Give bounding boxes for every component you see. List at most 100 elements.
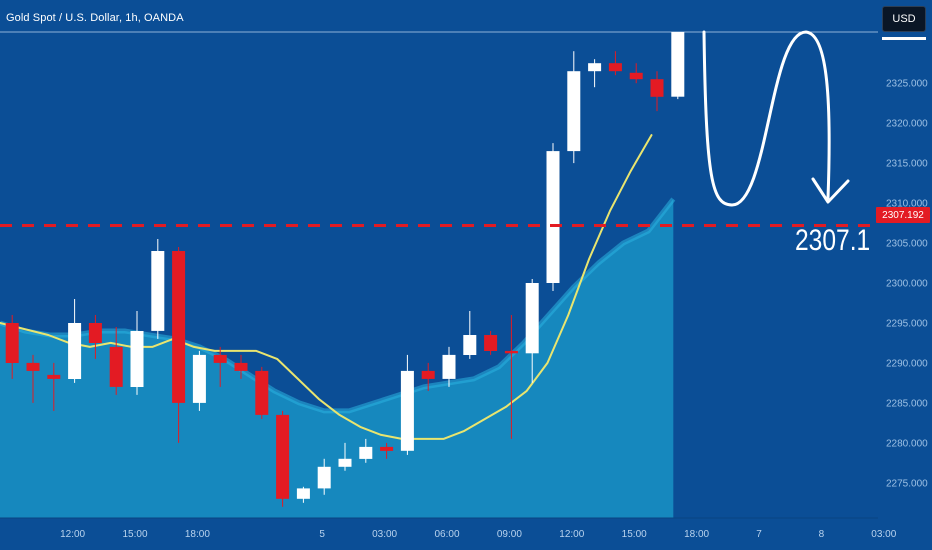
candle-body bbox=[400, 370, 414, 451]
level-price-tag: 2307.192 bbox=[876, 207, 930, 223]
candle-body bbox=[234, 362, 248, 371]
candle-body bbox=[504, 350, 518, 354]
time-tick-label: 06:00 bbox=[434, 529, 459, 540]
area-fill bbox=[0, 199, 674, 518]
time-tick-label: 5 bbox=[319, 529, 325, 540]
target-price-label: 2307.1 bbox=[795, 224, 871, 257]
candle-body bbox=[296, 488, 310, 499]
time-tick-label: 09:00 bbox=[497, 529, 522, 540]
time-tick-label: 15:00 bbox=[622, 529, 647, 540]
candle-body bbox=[380, 446, 394, 451]
candle bbox=[234, 354, 248, 379]
price-tick-label: 2320.000 bbox=[886, 119, 928, 130]
candle-body bbox=[567, 71, 581, 152]
candle bbox=[109, 327, 123, 395]
candle-body bbox=[484, 335, 498, 351]
candle bbox=[68, 299, 82, 383]
candle-body bbox=[359, 446, 373, 459]
price-tick-label: 2285.000 bbox=[886, 398, 928, 409]
candle bbox=[130, 311, 144, 395]
time-tick-label: 8 bbox=[819, 529, 825, 540]
area-edge bbox=[0, 197, 676, 414]
candle-body bbox=[338, 458, 352, 467]
candle bbox=[463, 311, 477, 359]
candle bbox=[359, 438, 373, 463]
price-tick-label: 2310.000 bbox=[886, 199, 928, 210]
candle-body bbox=[421, 370, 435, 379]
candle bbox=[192, 350, 206, 411]
candle-body bbox=[255, 370, 269, 415]
time-tick-label: 18:00 bbox=[185, 529, 210, 540]
candle bbox=[400, 354, 414, 455]
candle bbox=[213, 346, 227, 387]
candle bbox=[588, 59, 602, 88]
candle bbox=[47, 362, 61, 411]
candle bbox=[88, 315, 102, 359]
projection-arrow-head bbox=[811, 177, 850, 204]
candle bbox=[338, 442, 352, 471]
candle bbox=[26, 354, 40, 403]
time-tick-label: 18:00 bbox=[684, 529, 709, 540]
price-tick-label: 2280.000 bbox=[886, 438, 928, 449]
time-tick-label: 12:00 bbox=[60, 529, 85, 540]
time-tick-label: 03:00 bbox=[871, 529, 896, 540]
time-tick-label: 03:00 bbox=[372, 529, 397, 540]
candle-body bbox=[525, 283, 539, 354]
candle bbox=[504, 315, 518, 439]
candle-body bbox=[213, 354, 227, 363]
candle bbox=[5, 315, 19, 379]
candle-body bbox=[26, 362, 40, 371]
candle-body bbox=[109, 346, 123, 387]
time-tick-label: 15:00 bbox=[122, 529, 147, 540]
area-layer bbox=[0, 197, 676, 518]
candle-body bbox=[629, 72, 643, 80]
candle bbox=[442, 346, 456, 387]
candle bbox=[276, 410, 290, 507]
candle bbox=[525, 279, 539, 383]
time-tick-label: 12:00 bbox=[559, 529, 584, 540]
candle-body bbox=[151, 251, 165, 331]
candle bbox=[317, 458, 331, 495]
candle-body bbox=[276, 414, 290, 499]
time-axis[interactable]: 12:00 15:00 18:00 5 03:00 06:00 09:00 12:00 15:0… bbox=[60, 529, 897, 540]
candle bbox=[671, 32, 685, 100]
price-tick-label: 2295.000 bbox=[886, 319, 928, 330]
candle bbox=[629, 63, 643, 84]
candle-body bbox=[463, 335, 477, 355]
chart-title: Gold Spot / U.S. Dollar, 1h, OANDA bbox=[6, 12, 184, 24]
time-tick-label: 7 bbox=[756, 529, 762, 540]
price-tick-label: 2305.000 bbox=[886, 239, 928, 250]
candle bbox=[296, 486, 310, 503]
candle bbox=[608, 51, 622, 76]
candle-body bbox=[608, 63, 622, 72]
candle-body bbox=[546, 151, 560, 283]
currency-underline bbox=[882, 37, 926, 40]
candles-layer bbox=[5, 32, 685, 507]
price-tick-label: 2275.000 bbox=[886, 478, 928, 489]
price-axis[interactable]: 2275.000 2280.000 2285.000 2290.000 2295.000… bbox=[886, 79, 928, 490]
price-tick-label: 2300.000 bbox=[886, 279, 928, 290]
candle-body bbox=[671, 32, 685, 97]
candle-body bbox=[5, 323, 19, 363]
candle bbox=[380, 442, 394, 459]
candle-body bbox=[317, 466, 331, 489]
candle-body bbox=[192, 354, 206, 403]
currency-button[interactable]: USD bbox=[882, 6, 926, 32]
candle-body bbox=[442, 354, 456, 379]
candle bbox=[546, 143, 560, 291]
candle bbox=[567, 51, 581, 164]
price-tick-label: 2290.000 bbox=[886, 358, 928, 369]
candle-body bbox=[650, 79, 664, 97]
candle-body bbox=[130, 331, 144, 387]
candle-body bbox=[588, 63, 602, 72]
candle-body bbox=[172, 251, 186, 403]
candle bbox=[255, 366, 269, 419]
candle bbox=[650, 71, 664, 112]
candle-body bbox=[47, 374, 61, 379]
candle bbox=[484, 331, 498, 355]
projection-arrow-path bbox=[702, 30, 831, 207]
price-tick-label: 2315.000 bbox=[886, 159, 928, 170]
candle-body bbox=[68, 323, 82, 379]
candle-body bbox=[88, 323, 102, 343]
